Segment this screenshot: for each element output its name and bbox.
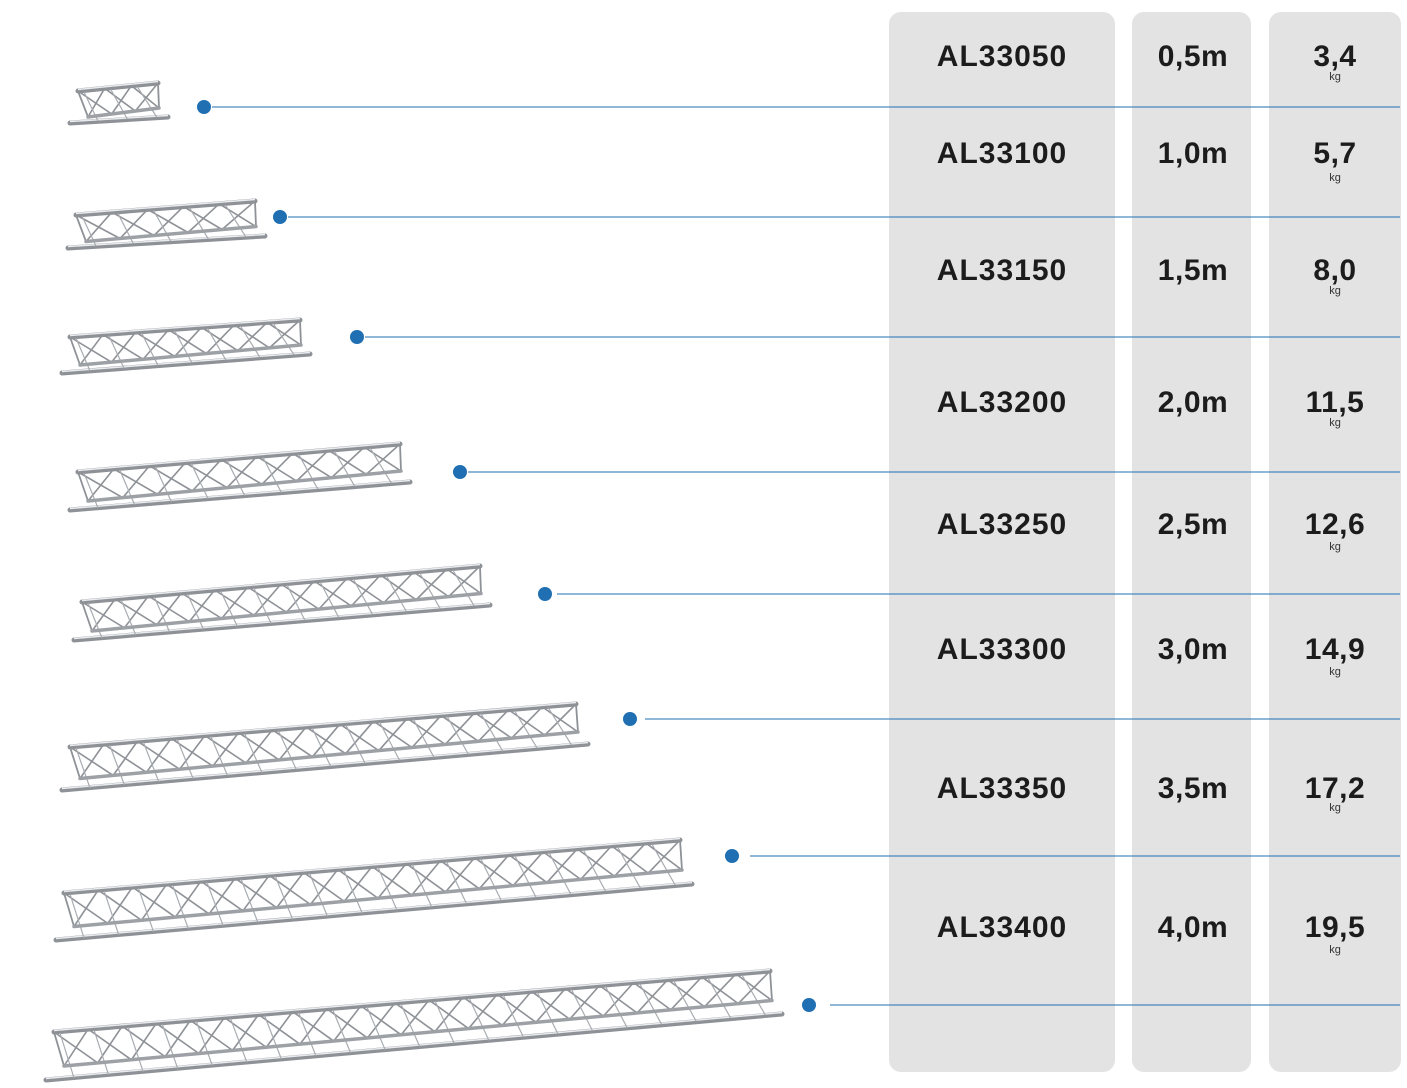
row-weight: 17,2 <box>1304 772 1366 805</box>
row-length: 4,0m <box>1157 911 1229 944</box>
row-code: AL33050 <box>936 40 1068 73</box>
connector-dot-icon <box>725 849 739 863</box>
row-code: AL33200 <box>936 386 1068 419</box>
row-weight-unit: kg <box>1329 417 1341 429</box>
truss-3-5m-icon <box>53 837 695 943</box>
row-length: 0,5m <box>1157 40 1229 73</box>
row-weight: 5,7 <box>1313 137 1357 170</box>
truss-1-5m-icon <box>59 317 313 376</box>
row-code: AL33250 <box>936 508 1068 541</box>
row-weight-unit: kg <box>1329 541 1341 553</box>
row-weight-unit: kg <box>1329 666 1341 678</box>
row-code: AL33350 <box>936 772 1068 805</box>
truss-2-5m-icon <box>71 563 493 643</box>
row-length: 1,5m <box>1157 254 1229 287</box>
connector-dot-icon <box>538 587 552 601</box>
row-weight: 3,4 <box>1313 40 1357 73</box>
connector-dot-icon <box>802 998 816 1012</box>
row-weight: 8,0 <box>1313 254 1357 287</box>
truss-1-0m-icon <box>65 198 268 251</box>
row-code: AL33150 <box>936 254 1068 287</box>
row-length: 3,5m <box>1157 772 1229 805</box>
truss-0-5m-icon <box>67 80 171 126</box>
row-length: 2,0m <box>1157 386 1229 419</box>
row-code: AL33400 <box>936 911 1068 944</box>
row-weight: 12,6 <box>1304 508 1366 541</box>
row-weight-unit: kg <box>1329 802 1341 814</box>
truss-4-0m-icon <box>43 968 785 1083</box>
row-code: AL33300 <box>936 633 1068 666</box>
connector-dot-icon <box>273 210 287 224</box>
row-weight: 14,9 <box>1304 633 1366 666</box>
row-weight-unit: kg <box>1329 172 1341 184</box>
row-length: 2,5m <box>1157 508 1229 541</box>
row-weight-unit: kg <box>1329 944 1341 956</box>
truss-3-0m-icon <box>59 701 591 793</box>
length-column <box>1132 12 1251 1072</box>
row-weight-unit: kg <box>1329 71 1341 83</box>
row-code: AL33100 <box>936 137 1068 170</box>
row-length: 3,0m <box>1157 633 1229 666</box>
connector-dot-icon <box>623 712 637 726</box>
connector-dot-icon <box>350 330 364 344</box>
row-length: 1,0m <box>1157 137 1229 170</box>
connector-dot-icon <box>197 100 211 114</box>
truss-2-0m-icon <box>67 441 413 513</box>
connector-dot-icon <box>453 465 467 479</box>
weight-column <box>1269 12 1401 1072</box>
row-weight-unit: kg <box>1329 285 1341 297</box>
row-weight: 19,5 <box>1304 911 1366 944</box>
code-column <box>889 12 1115 1072</box>
row-weight: 11,5 <box>1305 386 1365 419</box>
